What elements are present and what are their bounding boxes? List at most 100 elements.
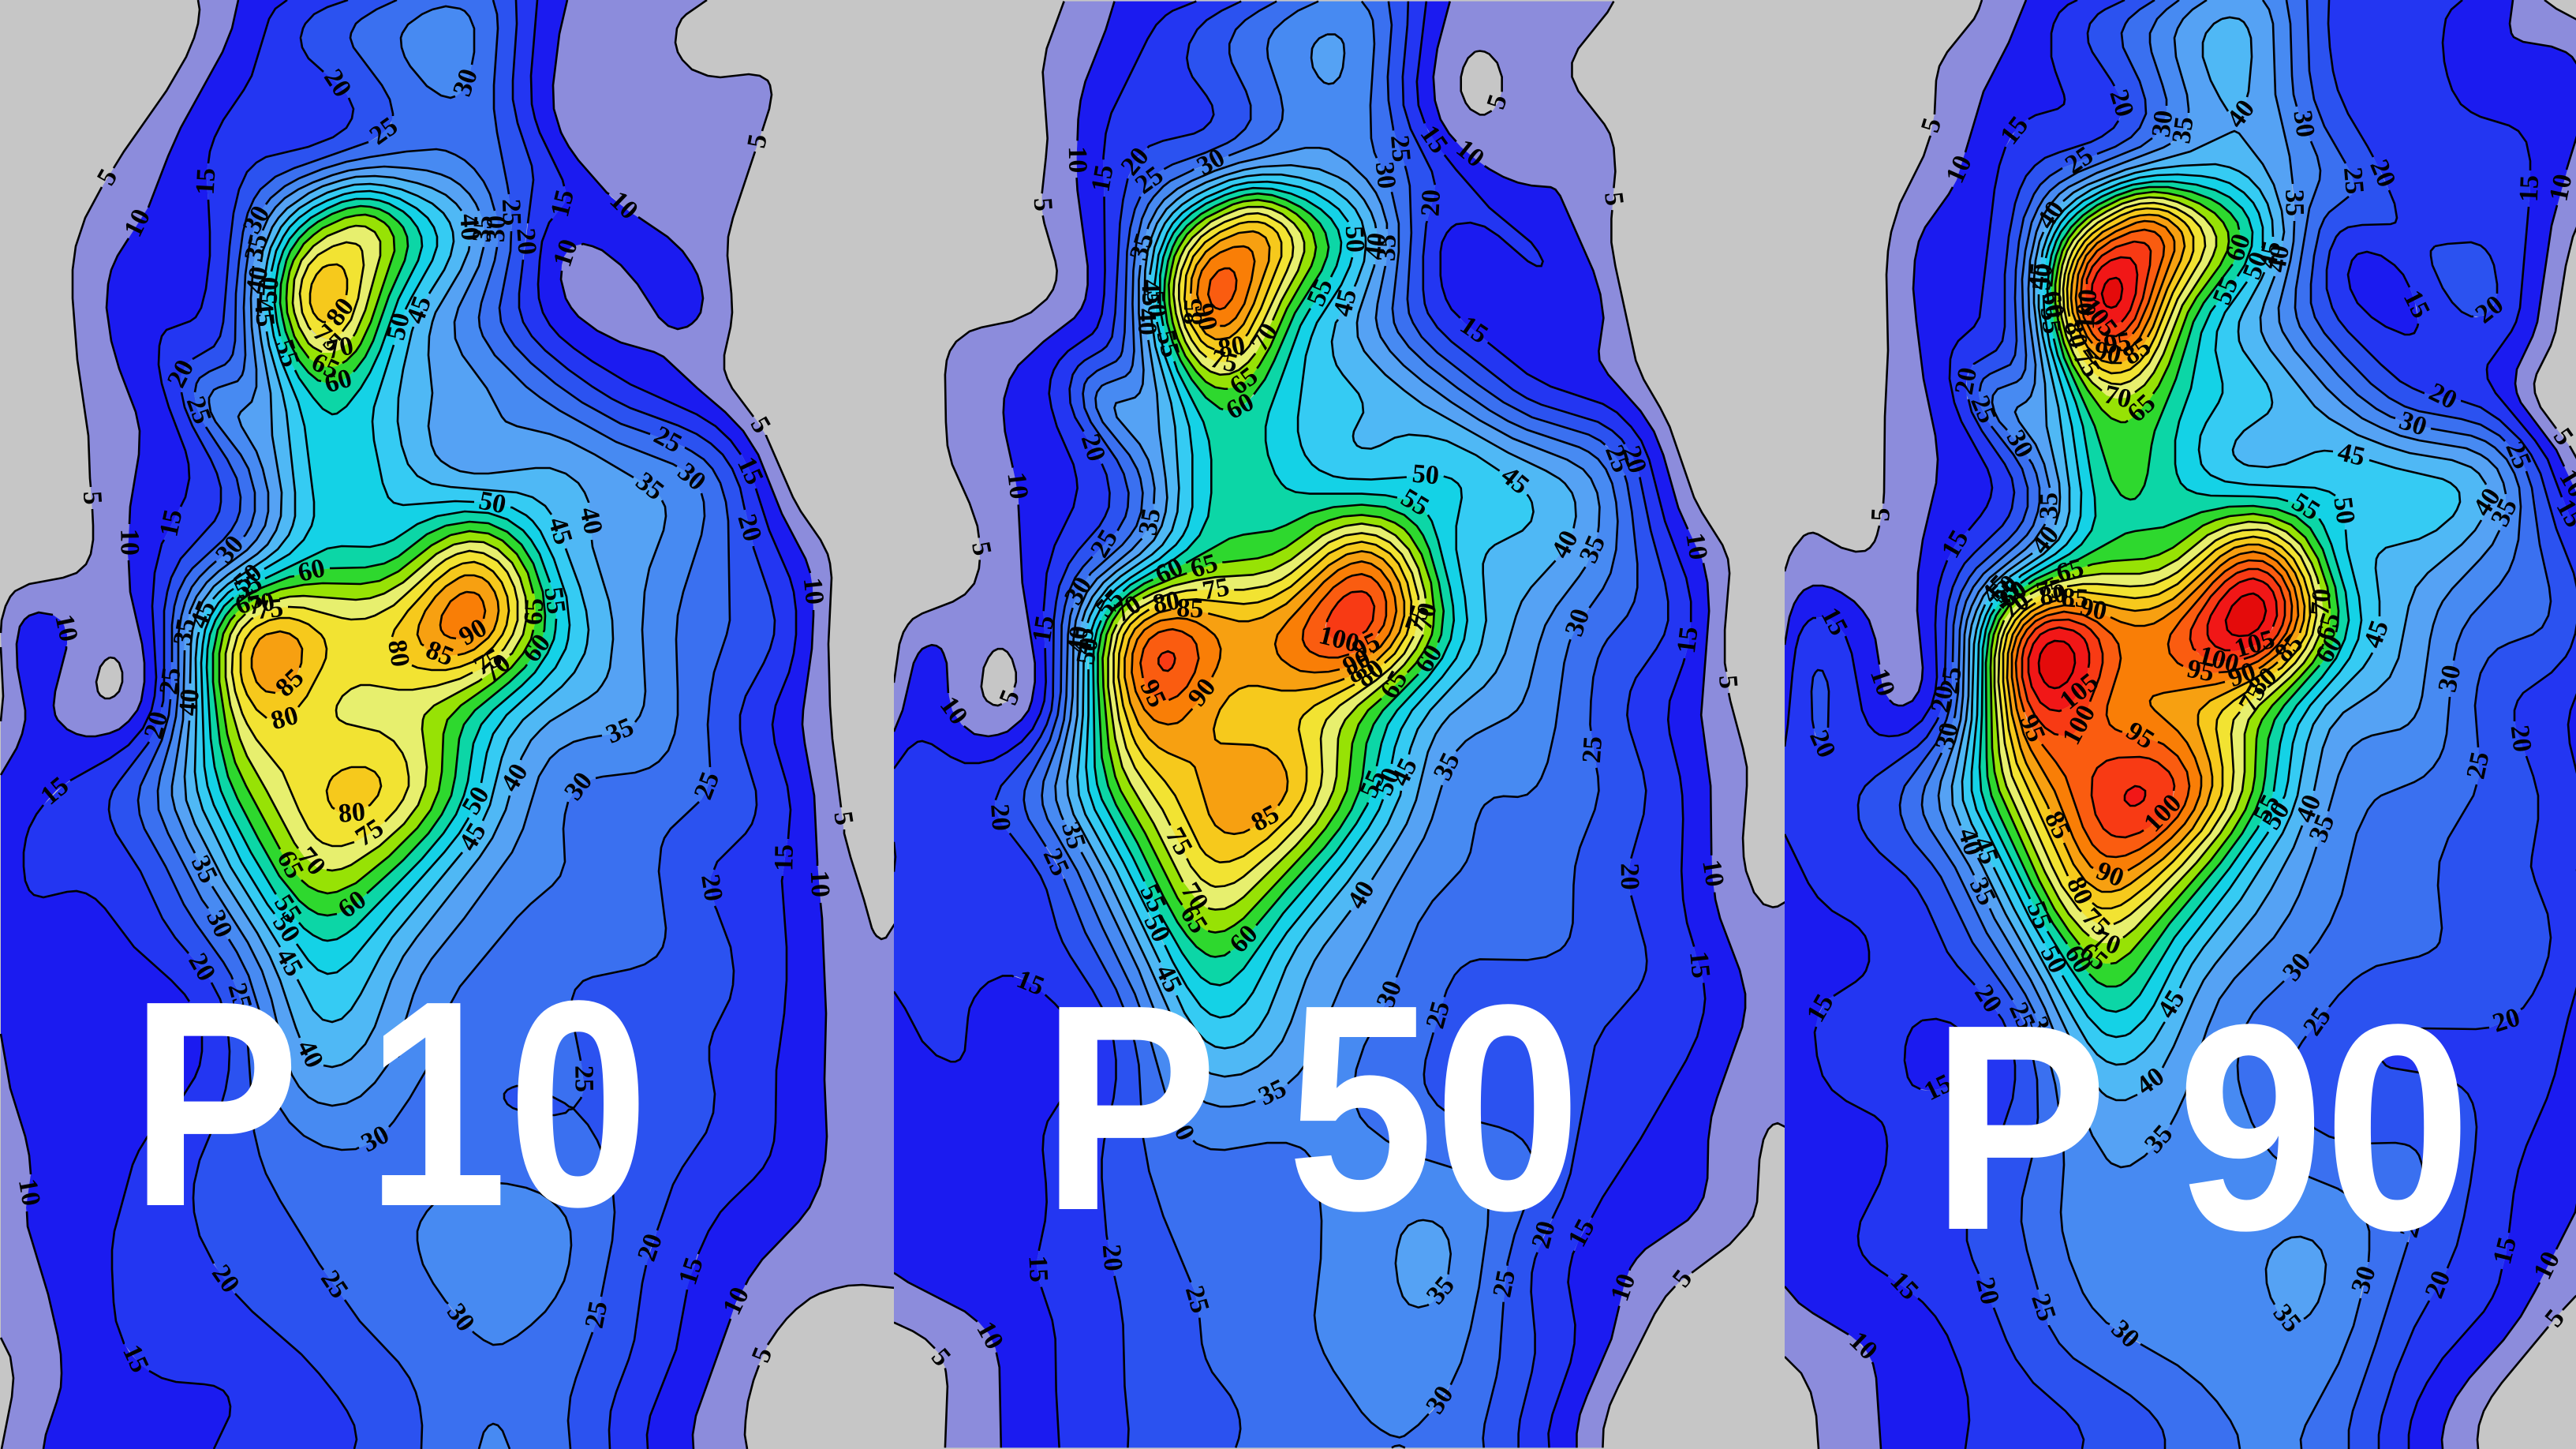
svg-text:25: 25 bbox=[569, 1065, 599, 1093]
svg-text:10: 10 bbox=[1680, 531, 1713, 562]
svg-text:20: 20 bbox=[1926, 683, 1959, 715]
svg-text:40: 40 bbox=[574, 504, 608, 537]
svg-text:15: 15 bbox=[1027, 613, 1060, 644]
svg-text:55: 55 bbox=[2035, 305, 2067, 335]
svg-text:5: 5 bbox=[77, 490, 107, 506]
svg-text:55: 55 bbox=[538, 585, 570, 616]
svg-text:45: 45 bbox=[2023, 261, 2054, 291]
svg-text:5: 5 bbox=[828, 810, 858, 828]
svg-text:20: 20 bbox=[1950, 365, 1983, 397]
svg-text:25: 25 bbox=[1935, 665, 1968, 695]
svg-text:80: 80 bbox=[1216, 331, 1247, 364]
svg-text:35: 35 bbox=[2035, 492, 2064, 519]
svg-text:75: 75 bbox=[2034, 574, 2066, 607]
svg-text:30: 30 bbox=[1930, 720, 1964, 752]
svg-text:15: 15 bbox=[1684, 950, 1715, 980]
svg-text:15: 15 bbox=[191, 167, 222, 196]
svg-text:25: 25 bbox=[496, 198, 526, 226]
svg-text:20: 20 bbox=[510, 227, 541, 256]
svg-text:10: 10 bbox=[49, 612, 83, 644]
svg-text:5: 5 bbox=[966, 539, 997, 558]
svg-text:40: 40 bbox=[454, 213, 484, 242]
svg-text:80: 80 bbox=[382, 638, 415, 668]
svg-text:10: 10 bbox=[2544, 171, 2576, 204]
svg-text:95: 95 bbox=[2102, 327, 2133, 360]
svg-text:35: 35 bbox=[1133, 506, 1166, 537]
svg-text:30: 30 bbox=[2287, 108, 2320, 139]
svg-text:10: 10 bbox=[1001, 470, 1034, 500]
svg-text:70: 70 bbox=[245, 587, 277, 621]
svg-text:40: 40 bbox=[174, 687, 205, 717]
svg-text:20: 20 bbox=[2505, 724, 2537, 754]
svg-text:30: 30 bbox=[2432, 662, 2466, 695]
svg-text:70: 70 bbox=[323, 331, 356, 365]
svg-text:5: 5 bbox=[742, 132, 773, 151]
svg-text:25: 25 bbox=[2338, 166, 2369, 195]
svg-text:5: 5 bbox=[1598, 190, 1629, 207]
svg-text:40: 40 bbox=[241, 264, 275, 296]
svg-text:85: 85 bbox=[1176, 593, 1204, 624]
svg-text:90: 90 bbox=[1188, 301, 1223, 333]
svg-text:20: 20 bbox=[1415, 189, 1446, 217]
svg-text:15: 15 bbox=[1672, 625, 1704, 655]
svg-text:15: 15 bbox=[1023, 1255, 1053, 1283]
svg-text:85: 85 bbox=[2061, 583, 2089, 614]
svg-text:70: 70 bbox=[2305, 587, 2337, 616]
svg-text:35: 35 bbox=[467, 214, 499, 243]
svg-text:40: 40 bbox=[1131, 308, 1161, 335]
svg-text:50: 50 bbox=[2027, 262, 2058, 291]
svg-text:25: 25 bbox=[2461, 749, 2495, 781]
svg-text:45: 45 bbox=[1135, 279, 1165, 306]
svg-text:15: 15 bbox=[2514, 174, 2544, 202]
svg-text:70: 70 bbox=[2101, 380, 2133, 414]
svg-text:40: 40 bbox=[1359, 231, 1392, 261]
svg-text:25: 25 bbox=[1577, 736, 1608, 764]
svg-text:25: 25 bbox=[1385, 134, 1416, 163]
svg-text:15: 15 bbox=[154, 507, 188, 539]
svg-text:35: 35 bbox=[168, 616, 201, 648]
svg-text:10: 10 bbox=[805, 870, 836, 898]
svg-text:90: 90 bbox=[2077, 593, 2109, 627]
svg-text:15: 15 bbox=[1086, 163, 1119, 194]
svg-text:45: 45 bbox=[1067, 625, 1101, 656]
svg-text:25: 25 bbox=[154, 665, 186, 696]
svg-text:65: 65 bbox=[519, 597, 550, 626]
svg-text:40: 40 bbox=[2262, 243, 2295, 275]
svg-text:50: 50 bbox=[1141, 290, 1172, 318]
svg-text:10: 10 bbox=[1063, 146, 1093, 174]
svg-text:50: 50 bbox=[2327, 495, 2360, 526]
svg-text:60: 60 bbox=[295, 553, 327, 588]
svg-text:75: 75 bbox=[1200, 572, 1232, 605]
svg-text:10: 10 bbox=[798, 576, 829, 606]
svg-text:80: 80 bbox=[1150, 586, 1182, 619]
svg-text:50: 50 bbox=[1071, 635, 1104, 667]
svg-text:15: 15 bbox=[2570, 851, 2576, 879]
svg-text:100: 100 bbox=[2071, 288, 2103, 330]
svg-text:45: 45 bbox=[2253, 238, 2287, 271]
svg-text:35: 35 bbox=[2279, 189, 2309, 217]
svg-text:5: 5 bbox=[1028, 197, 1058, 212]
svg-text:30: 30 bbox=[2147, 109, 2179, 139]
svg-text:50: 50 bbox=[381, 310, 416, 343]
svg-text:20: 20 bbox=[695, 872, 728, 903]
svg-text:20: 20 bbox=[1097, 1243, 1128, 1272]
svg-text:10: 10 bbox=[1696, 858, 1729, 889]
svg-text:25: 25 bbox=[580, 1299, 614, 1331]
svg-text:40: 40 bbox=[1062, 624, 1094, 654]
svg-text:85: 85 bbox=[1179, 298, 1208, 325]
svg-text:10: 10 bbox=[114, 529, 144, 556]
svg-text:80: 80 bbox=[2037, 578, 2069, 612]
svg-text:60: 60 bbox=[2036, 289, 2069, 320]
svg-text:95: 95 bbox=[2185, 654, 2216, 688]
svg-text:35: 35 bbox=[1372, 234, 1402, 261]
svg-text:90: 90 bbox=[2092, 335, 2124, 369]
svg-text:5: 5 bbox=[1713, 674, 1743, 690]
svg-text:25: 25 bbox=[1487, 1267, 1521, 1299]
svg-text:20: 20 bbox=[985, 803, 1015, 832]
svg-text:50: 50 bbox=[1340, 225, 1370, 253]
svg-text:50: 50 bbox=[253, 276, 284, 305]
svg-text:45: 45 bbox=[249, 298, 280, 328]
svg-text:35: 35 bbox=[2167, 114, 2199, 145]
svg-text:50: 50 bbox=[1411, 459, 1440, 491]
svg-text:15: 15 bbox=[769, 844, 799, 872]
